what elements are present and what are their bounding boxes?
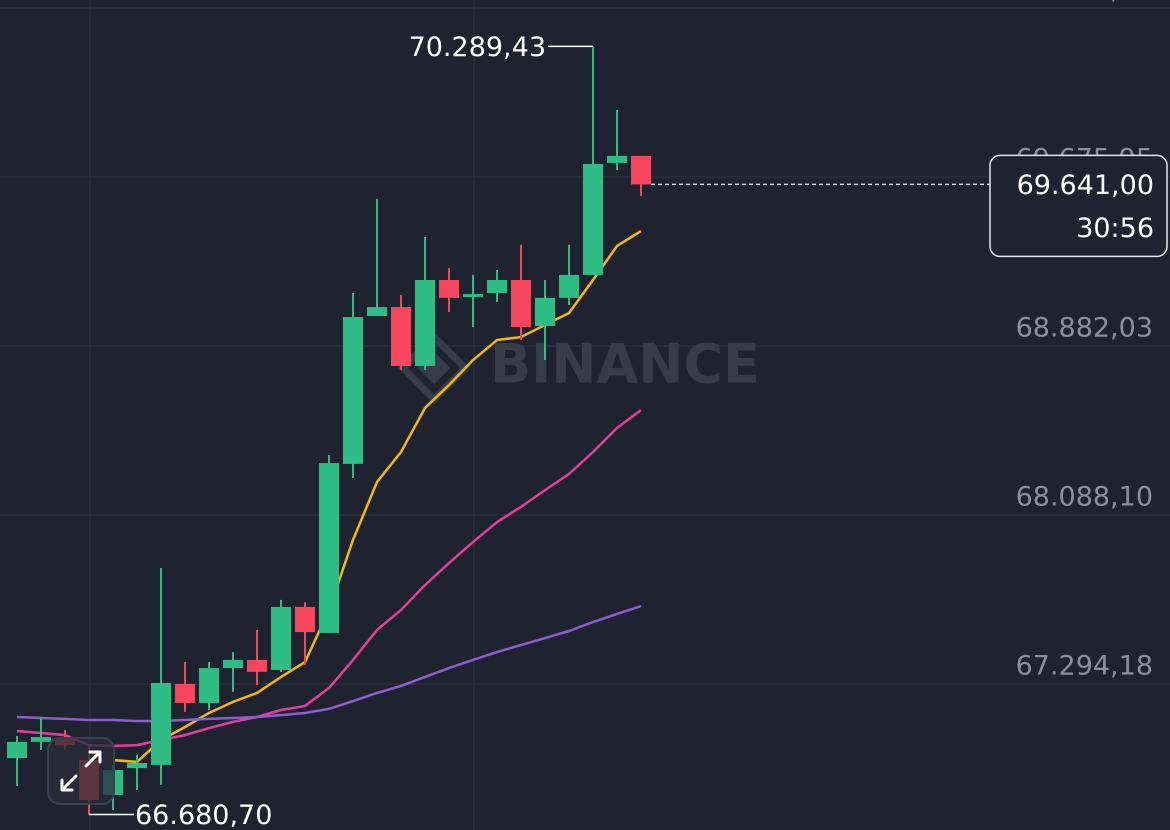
candle-body xyxy=(583,164,603,275)
candle-body xyxy=(199,668,219,703)
min-label: 66.680,70 xyxy=(135,800,272,830)
candle-body xyxy=(415,280,435,367)
y-tick-label: 68.882,03 xyxy=(1016,312,1153,343)
candle-body xyxy=(223,659,243,669)
candle-body xyxy=(127,762,147,769)
candle-body xyxy=(271,606,291,670)
candle-body xyxy=(631,155,651,185)
labels: 70.289,43 66.680,70 69.641,00 30:56 xyxy=(89,32,1168,830)
max-label: 70.289,43 xyxy=(409,32,546,63)
candle-body xyxy=(511,280,531,328)
y-tick-label: 68.088,10 xyxy=(1016,481,1153,512)
watermark-text: BINANCE xyxy=(490,333,760,396)
candle-body xyxy=(559,274,579,298)
ma-line xyxy=(16,604,642,723)
candle-body xyxy=(391,307,411,367)
candle-body xyxy=(487,280,507,293)
candle-body xyxy=(343,317,363,464)
candle-body xyxy=(463,294,483,298)
expand-icon xyxy=(60,750,102,792)
candle-body xyxy=(295,606,315,633)
last-price-box xyxy=(989,154,1168,258)
y-tick-label: 67.294,18 xyxy=(1016,650,1153,681)
candle-body xyxy=(439,280,459,298)
candle-body xyxy=(535,297,555,326)
candle-body xyxy=(31,737,51,742)
expand-button[interactable] xyxy=(47,737,115,805)
candle-body xyxy=(7,741,27,759)
candle-body xyxy=(247,659,267,672)
watermark: BINANCE xyxy=(397,331,760,405)
y-tick-label: 70.469,87 xyxy=(1016,0,1153,6)
last-price-label: 69.641,00 xyxy=(1017,170,1154,201)
candle-body xyxy=(367,307,387,316)
candle-body xyxy=(151,682,171,765)
candle-body xyxy=(175,684,195,703)
candle-body xyxy=(319,463,339,633)
countdown-label: 30:56 xyxy=(1076,213,1154,244)
expand-button-box[interactable] xyxy=(47,737,115,805)
ma-line xyxy=(16,409,642,748)
candle-body xyxy=(607,155,627,163)
